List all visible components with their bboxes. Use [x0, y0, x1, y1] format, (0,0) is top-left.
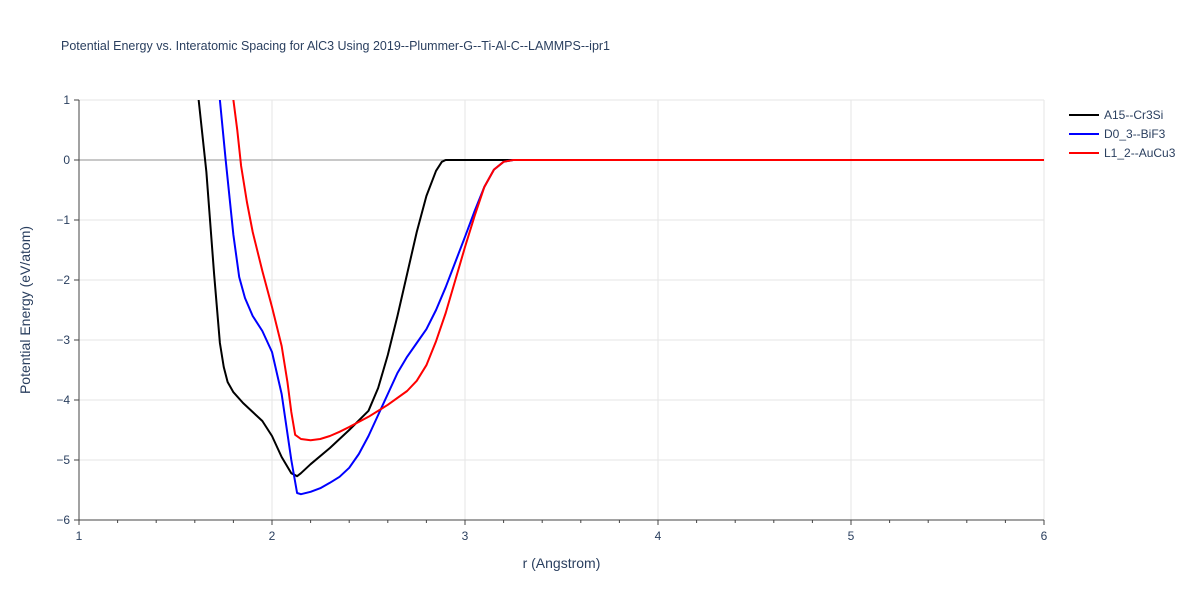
legend-label: L1_2--AuCu3 — [1104, 146, 1176, 160]
y-tick-label: −2 — [56, 273, 70, 287]
x-axis-ticks: 1 2 3 4 5 6 — [76, 520, 1048, 543]
x-tick-label: 2 — [269, 529, 276, 543]
legend-label: D0_3--BiF3 — [1104, 127, 1166, 141]
x-tick-label: 5 — [848, 529, 855, 543]
series-line-d0-3-bif3 — [218, 100, 1044, 496]
grid-lines — [79, 99, 1045, 520]
legend-label: A15--Cr3Si — [1104, 108, 1163, 122]
series-lines — [197, 100, 1044, 496]
legend-item[interactable]: A15--Cr3Si — [1069, 108, 1163, 122]
legend[interactable]: A15--Cr3Si D0_3--BiF3 L1_2--AuCu3 — [1069, 108, 1176, 160]
axes — [78, 100, 1044, 521]
x-tick-label: 1 — [76, 529, 83, 543]
x-tick-label: 4 — [655, 529, 662, 543]
y-tick-label: 1 — [63, 93, 70, 107]
y-tick-label: 0 — [63, 153, 70, 167]
y-axis-ticks: 1 0 −1 −2 −3 −4 −5 −6 — [56, 93, 79, 527]
legend-item[interactable]: L1_2--AuCu3 — [1069, 146, 1176, 160]
series-line-l1-2-aucu3 — [232, 100, 1044, 442]
x-tick-label: 6 — [1041, 529, 1048, 543]
y-tick-label: −5 — [56, 453, 70, 467]
y-tick-label: −4 — [56, 393, 70, 407]
x-axis-label: r (Angstrom) — [523, 555, 601, 571]
legend-item[interactable]: D0_3--BiF3 — [1069, 127, 1166, 141]
x-tick-label: 3 — [462, 529, 469, 543]
y-tick-label: −3 — [56, 333, 70, 347]
y-tick-label: −6 — [56, 513, 70, 527]
y-tick-label: −1 — [56, 213, 70, 227]
series-line-a15-cr3si — [197, 100, 1044, 478]
y-axis-label: Potential Energy (eV/atom) — [17, 226, 33, 394]
chart-title: Potential Energy vs. Interatomic Spacing… — [61, 39, 610, 53]
